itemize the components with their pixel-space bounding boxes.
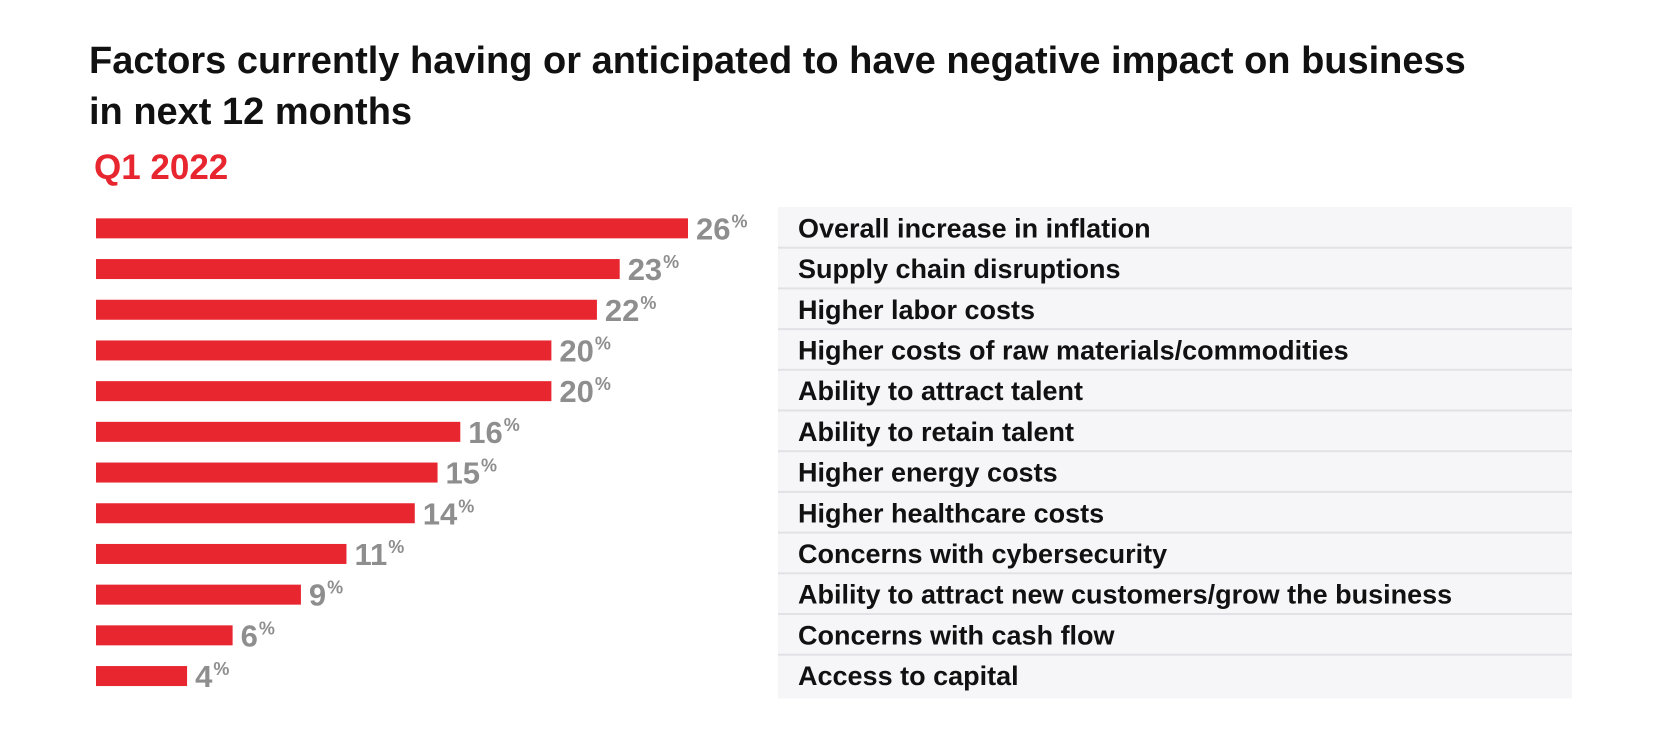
value-label: 14% bbox=[423, 496, 475, 531]
row-divider bbox=[778, 368, 1572, 371]
row-divider bbox=[778, 450, 1572, 453]
value-label: 26% bbox=[696, 211, 748, 246]
value-label: 4% bbox=[195, 659, 229, 694]
value-label: 6% bbox=[241, 618, 275, 653]
row-divider bbox=[778, 409, 1572, 412]
category-label: Access to capital bbox=[798, 661, 1019, 691]
chart-subtitle: Q1 2022 bbox=[94, 148, 229, 187]
bar bbox=[96, 584, 301, 605]
bar bbox=[96, 381, 552, 402]
bar bbox=[96, 666, 188, 687]
bar bbox=[96, 421, 461, 442]
category-label: Concerns with cash flow bbox=[798, 620, 1116, 650]
category-label: Higher healthcare costs bbox=[798, 498, 1104, 528]
value-label: 9% bbox=[309, 578, 343, 613]
category-label: Higher energy costs bbox=[798, 458, 1058, 488]
category-label: Higher labor costs bbox=[798, 295, 1035, 325]
row-divider bbox=[778, 531, 1572, 534]
value-labels: 26% 23% 22% 20% 20% 16% 15% 14% 11% 9% 6% 4% bbox=[195, 211, 747, 694]
category-label: Ability to attract new customers/grow th… bbox=[798, 580, 1452, 610]
chart-title: Factors currently having or anticipated … bbox=[89, 40, 1466, 133]
row-divider bbox=[778, 572, 1572, 575]
bar bbox=[96, 299, 597, 320]
value-label: 11% bbox=[354, 537, 404, 572]
value-label: 22% bbox=[605, 293, 657, 328]
value-label: 23% bbox=[628, 252, 680, 287]
category-labels: Overall increase in inflation Supply chai… bbox=[798, 213, 1452, 691]
bars bbox=[96, 218, 688, 687]
value-label: 15% bbox=[446, 456, 498, 491]
row-divider bbox=[778, 613, 1572, 615]
row-divider bbox=[778, 328, 1572, 331]
row-divider bbox=[778, 490, 1572, 493]
category-label: Ability to retain talent bbox=[798, 417, 1074, 447]
category-label: Higher costs of raw materials/commoditie… bbox=[798, 335, 1349, 365]
row-divider bbox=[778, 246, 1572, 249]
category-label: Supply chain disruptions bbox=[798, 254, 1121, 284]
category-label: Ability to attract talent bbox=[798, 376, 1083, 406]
row-divider bbox=[778, 653, 1572, 656]
value-label: 20% bbox=[559, 374, 611, 409]
bar bbox=[96, 340, 552, 361]
bar bbox=[96, 462, 438, 483]
bar bbox=[96, 503, 415, 524]
value-label: 20% bbox=[559, 333, 611, 368]
bar bbox=[96, 625, 233, 646]
category-label: Concerns with cybersecurity bbox=[798, 539, 1167, 569]
row-dividers bbox=[778, 246, 1572, 656]
value-label: 16% bbox=[468, 415, 520, 450]
bar bbox=[96, 543, 347, 564]
bar bbox=[96, 259, 620, 280]
row-divider bbox=[778, 287, 1572, 290]
category-label: Overall increase in inflation bbox=[798, 213, 1151, 243]
bar bbox=[96, 218, 688, 239]
